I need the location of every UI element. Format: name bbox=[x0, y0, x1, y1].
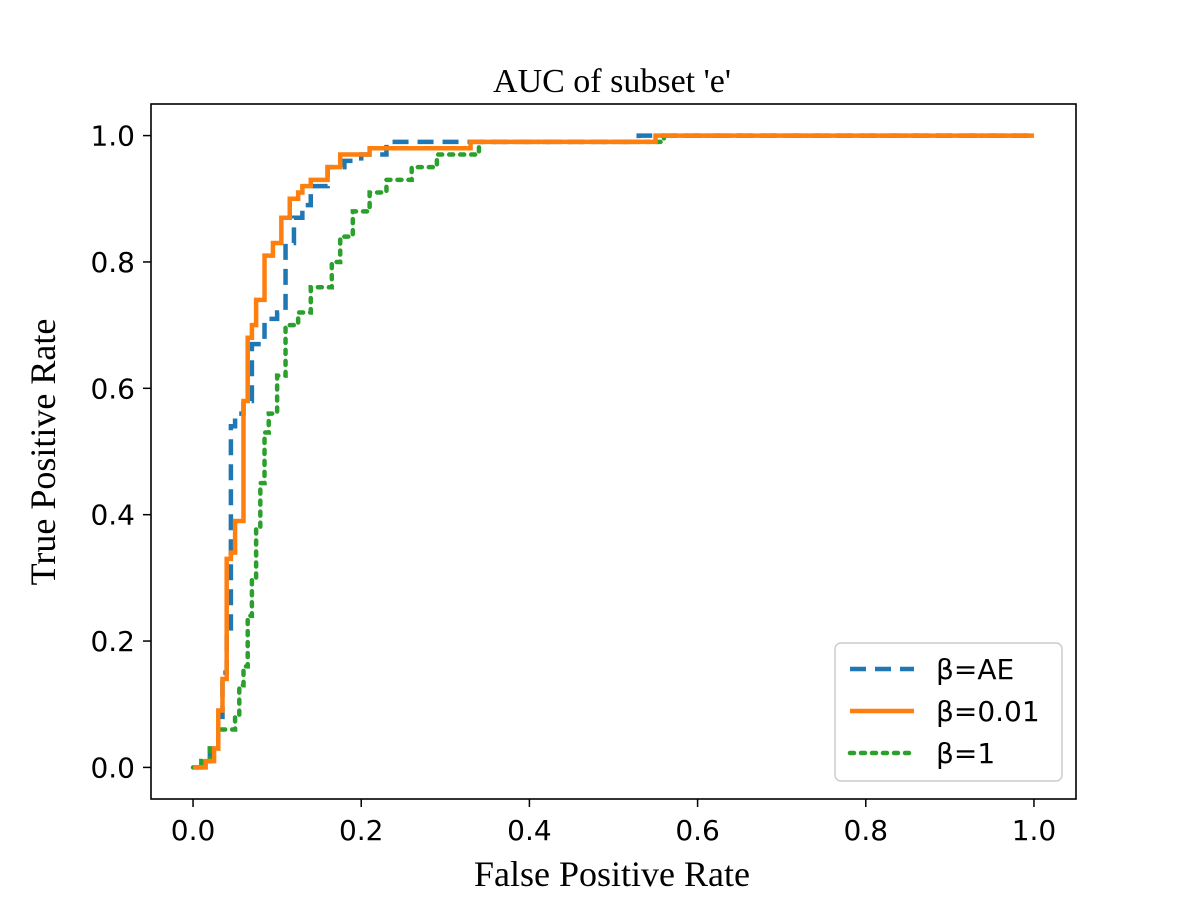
x-tick-label: 1.0 bbox=[1012, 814, 1057, 847]
y-tick-label: 0.0 bbox=[90, 751, 135, 784]
roc-series-line-2 bbox=[190, 133, 1037, 770]
legend-label-2: β=1 bbox=[936, 737, 995, 770]
x-tick-label: 0.4 bbox=[507, 814, 552, 847]
y-tick-label: 0.8 bbox=[90, 246, 135, 279]
x-axis-ticks: 0.0 0.2 0.4 0.6 0.8 1.0 bbox=[171, 799, 1056, 847]
legend-label-1: β=0.01 bbox=[936, 695, 1040, 728]
x-tick-label: 0.2 bbox=[339, 814, 384, 847]
y-axis-ticks: 0.0 0.2 0.4 0.6 0.8 1.0 bbox=[90, 120, 151, 784]
y-tick-label: 1.0 bbox=[90, 120, 135, 153]
roc-series-line-0 bbox=[193, 133, 1034, 770]
x-tick-label: 0.8 bbox=[844, 814, 889, 847]
x-tick-label: 0.6 bbox=[675, 814, 720, 847]
y-tick-label: 0.4 bbox=[90, 499, 135, 532]
y-tick-label: 0.2 bbox=[90, 625, 135, 658]
roc-series-line-1 bbox=[193, 133, 1034, 770]
x-axis-label: False Positive Rate bbox=[474, 854, 750, 894]
y-axis-label: True Positive Rate bbox=[23, 319, 63, 586]
plot-layer bbox=[190, 133, 1037, 770]
y-tick-label: 0.6 bbox=[90, 372, 135, 405]
x-tick-label: 0.0 bbox=[171, 814, 216, 847]
legend-entries: β=AE β=0.01 β=1 bbox=[847, 653, 1040, 770]
chart-title: AUC of subset 'e' bbox=[493, 63, 731, 100]
legend: β=AE β=0.01 β=1 bbox=[834, 642, 1063, 782]
legend-box bbox=[834, 642, 1063, 782]
legend-label-0: β=AE bbox=[936, 653, 1014, 686]
axes-frame bbox=[150, 103, 1077, 800]
